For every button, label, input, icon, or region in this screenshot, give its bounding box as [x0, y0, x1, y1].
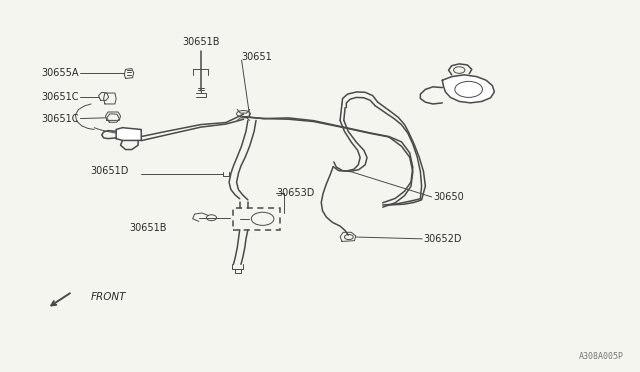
Text: 30651B: 30651B [182, 37, 220, 47]
Text: 30655A: 30655A [41, 68, 79, 78]
Text: 30652D: 30652D [424, 234, 462, 244]
Text: FRONT: FRONT [91, 292, 127, 302]
Polygon shape [116, 128, 141, 141]
Text: 30651B: 30651B [129, 223, 166, 233]
Text: 30651: 30651 [242, 52, 273, 62]
Text: 30651C: 30651C [41, 92, 79, 102]
Text: A308A005P: A308A005P [579, 352, 624, 361]
Polygon shape [442, 75, 494, 103]
Text: 30651C: 30651C [41, 113, 79, 124]
Text: 30651D: 30651D [90, 166, 129, 176]
Text: 30650: 30650 [433, 192, 463, 202]
Text: 30653D: 30653D [276, 188, 314, 198]
